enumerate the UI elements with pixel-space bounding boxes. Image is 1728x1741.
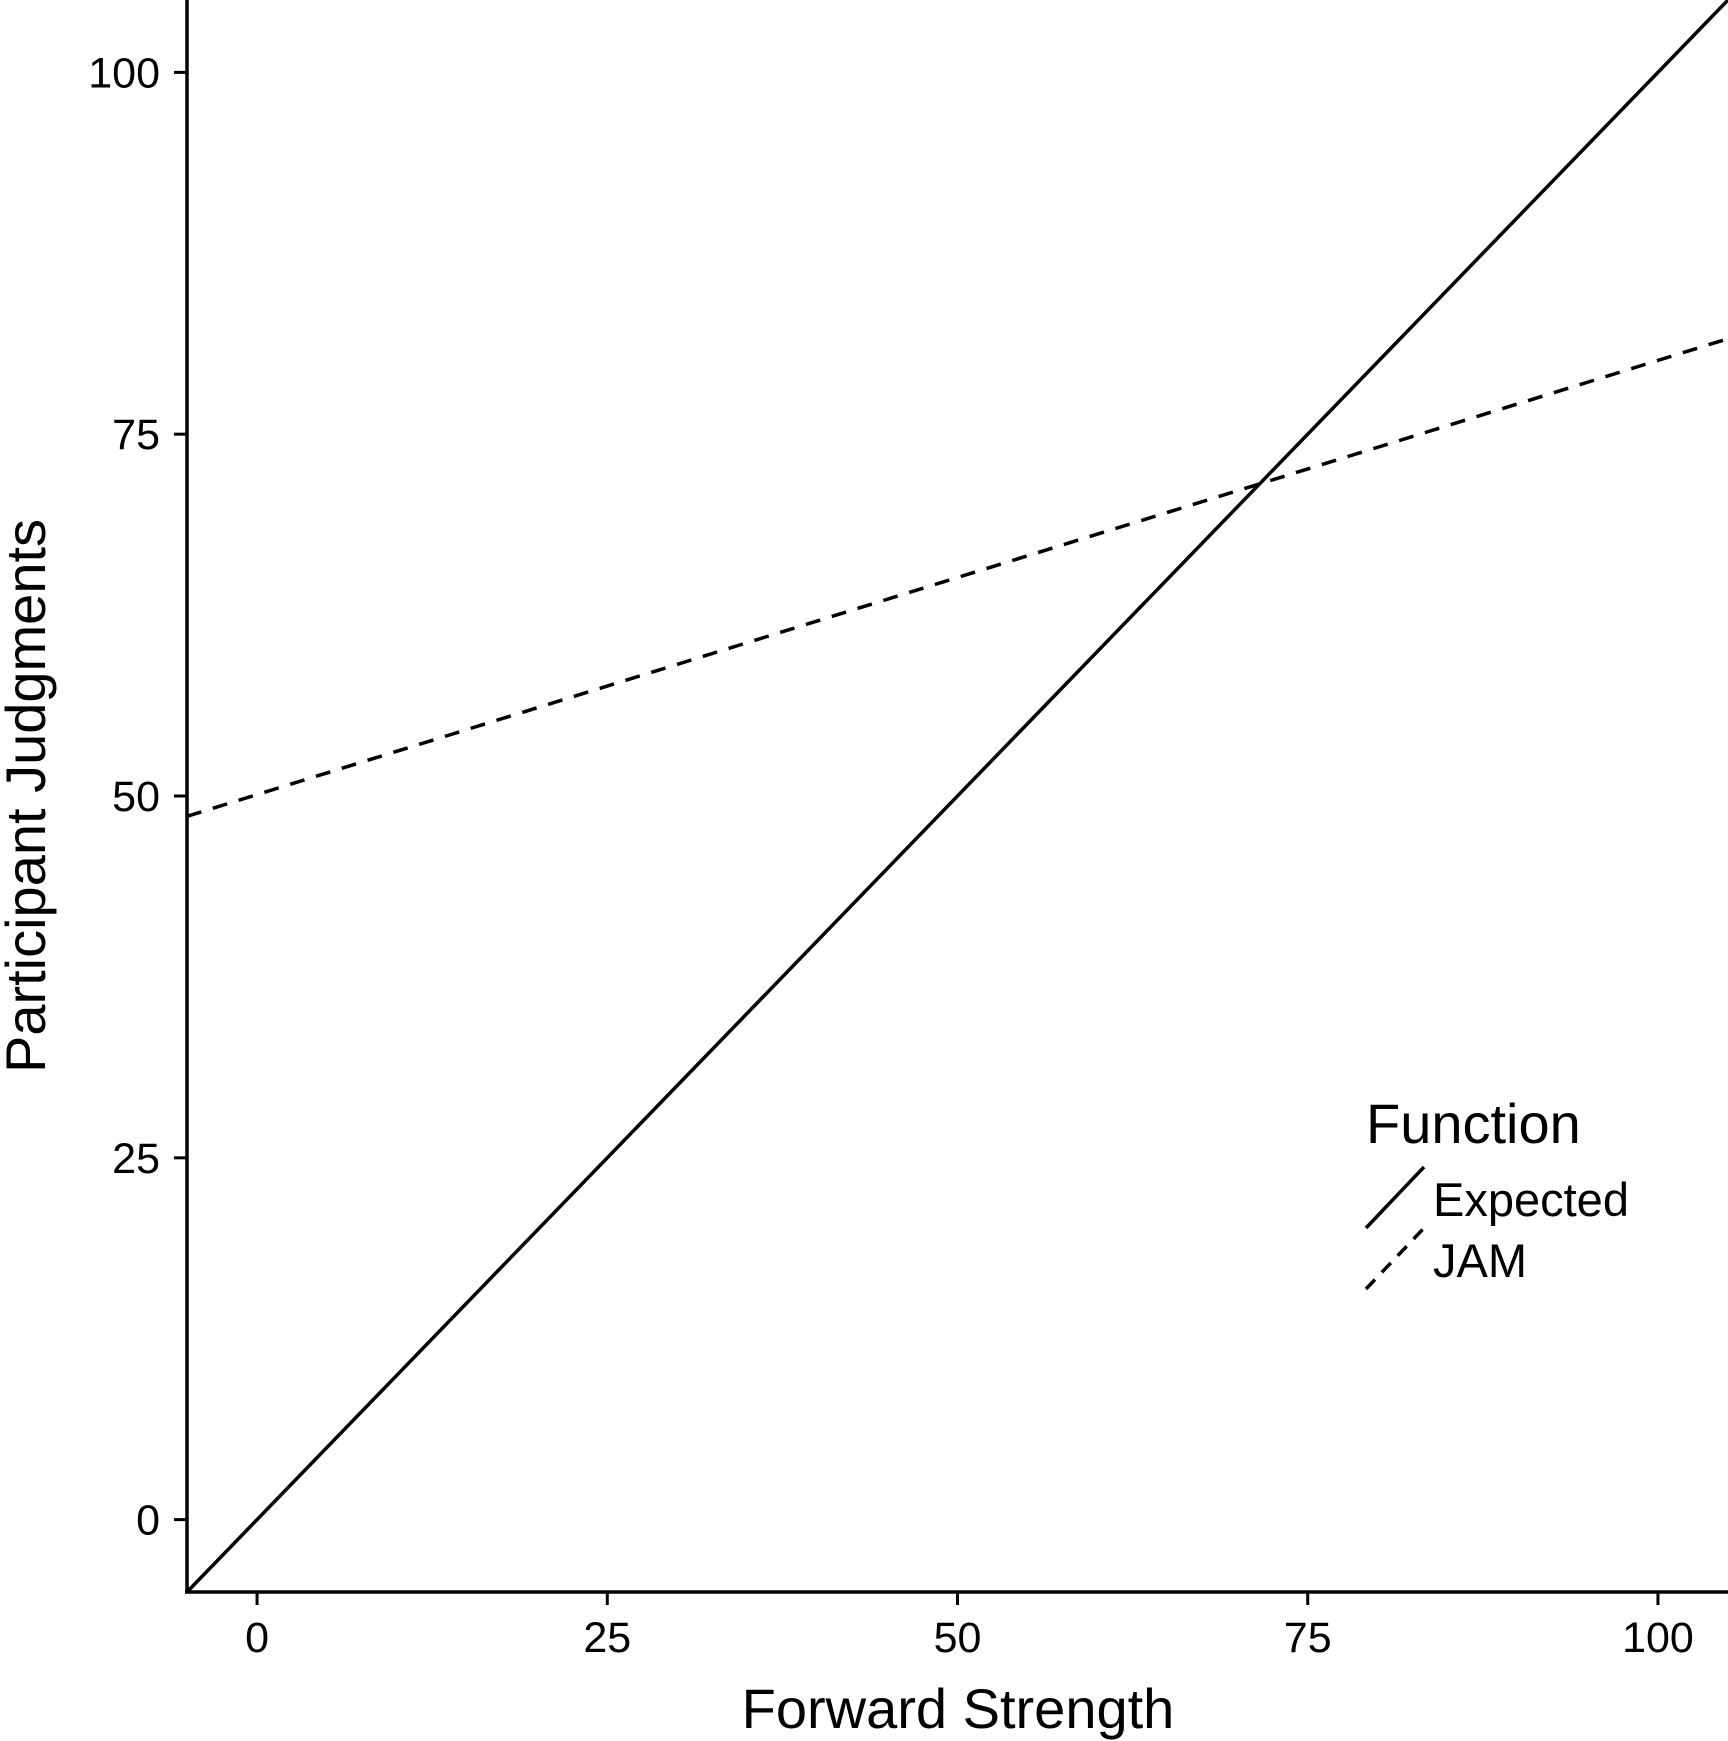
y-tick-label: 50 xyxy=(112,773,160,821)
series-layer xyxy=(185,0,1728,1594)
legend-title: Function xyxy=(1366,1092,1581,1155)
y-tick-label: 75 xyxy=(112,411,160,459)
legend-label-jam: JAM xyxy=(1433,1234,1527,1287)
y-tick-label: 100 xyxy=(88,49,160,97)
x-tick-label: 100 xyxy=(1622,1614,1694,1662)
x-tick-label: 50 xyxy=(934,1614,982,1662)
legend-key-jam xyxy=(1364,1226,1426,1291)
y-ticks: 0 25 50 75 100 xyxy=(88,49,187,1545)
series-line-jam xyxy=(186,337,1728,818)
y-axis-title: Participant Judgments xyxy=(0,519,57,1073)
x-axis-title: Forward Strength xyxy=(742,1677,1175,1740)
series-line-expected xyxy=(185,0,1728,1594)
x-ticks: 0 25 50 75 100 xyxy=(245,1592,1694,1662)
x-tick-label: 75 xyxy=(1284,1614,1332,1662)
x-tick-label: 0 xyxy=(245,1614,269,1662)
legend: Function Expected JAM xyxy=(1364,1092,1629,1291)
x-tick-label: 25 xyxy=(583,1614,631,1662)
y-tick-label: 0 xyxy=(136,1497,160,1545)
legend-key-expected xyxy=(1364,1165,1426,1230)
y-tick-label: 25 xyxy=(112,1135,160,1183)
legend-label-expected: Expected xyxy=(1433,1173,1629,1226)
